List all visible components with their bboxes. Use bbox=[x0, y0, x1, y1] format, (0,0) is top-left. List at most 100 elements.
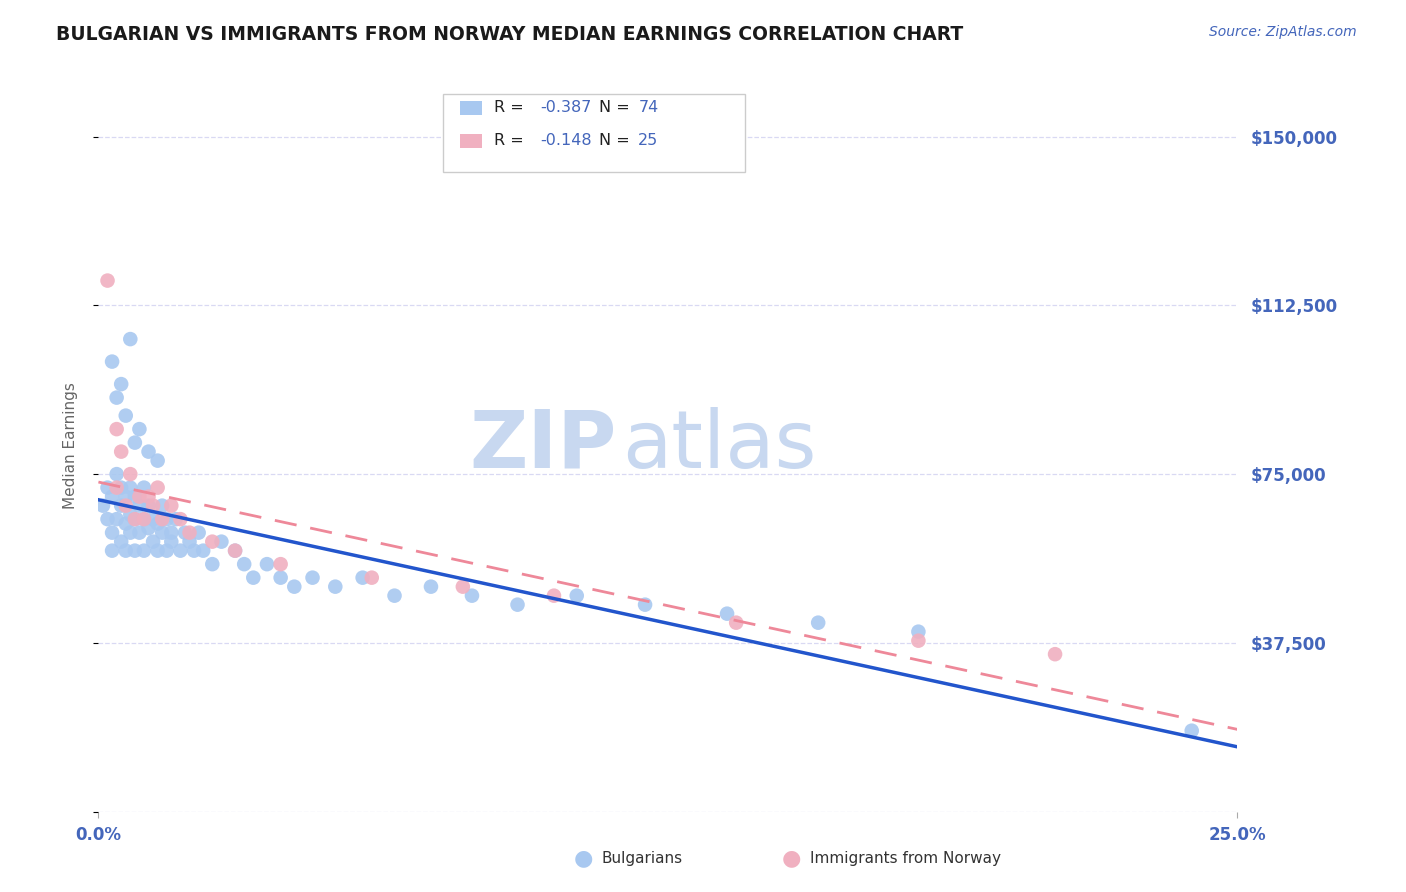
Point bbox=[209, 534, 232, 549]
Point bbox=[105, 512, 128, 526]
Point bbox=[128, 422, 150, 436]
Point bbox=[128, 525, 150, 540]
Point bbox=[120, 332, 142, 346]
Point bbox=[101, 354, 124, 368]
Point bbox=[114, 490, 136, 504]
Point bbox=[124, 435, 146, 450]
Point bbox=[725, 615, 748, 630]
Point bbox=[146, 453, 169, 467]
Point bbox=[110, 534, 132, 549]
Text: -0.387: -0.387 bbox=[540, 101, 592, 115]
Text: ●: ● bbox=[782, 848, 801, 868]
Text: Immigrants from Norway: Immigrants from Norway bbox=[810, 851, 1001, 865]
Point bbox=[96, 274, 118, 288]
Point bbox=[384, 589, 406, 603]
Point bbox=[101, 490, 124, 504]
Point bbox=[420, 580, 443, 594]
Text: R =: R = bbox=[494, 134, 529, 148]
Point bbox=[506, 598, 529, 612]
Point bbox=[256, 557, 278, 571]
Point bbox=[96, 512, 118, 526]
Point bbox=[132, 543, 155, 558]
Point bbox=[716, 607, 738, 621]
Point bbox=[179, 525, 201, 540]
Point bbox=[283, 580, 305, 594]
Point bbox=[907, 624, 929, 639]
Point bbox=[120, 525, 142, 540]
Text: N =: N = bbox=[599, 134, 636, 148]
Text: Source: ZipAtlas.com: Source: ZipAtlas.com bbox=[1209, 25, 1357, 39]
Point bbox=[132, 481, 155, 495]
Point bbox=[110, 481, 132, 495]
Point bbox=[101, 543, 124, 558]
Point bbox=[120, 508, 142, 522]
Point bbox=[150, 499, 173, 513]
Point bbox=[270, 557, 292, 571]
Text: ●: ● bbox=[574, 848, 593, 868]
Y-axis label: Median Earnings: Median Earnings bbox=[63, 383, 77, 509]
Point bbox=[124, 543, 146, 558]
Point bbox=[634, 598, 657, 612]
Point bbox=[146, 543, 169, 558]
Point bbox=[105, 422, 128, 436]
Point bbox=[174, 525, 197, 540]
Point bbox=[233, 557, 256, 571]
Point bbox=[543, 589, 565, 603]
Point bbox=[105, 467, 128, 482]
Point bbox=[142, 499, 165, 513]
Point bbox=[110, 499, 132, 513]
Point bbox=[150, 525, 173, 540]
Point bbox=[105, 391, 128, 405]
Point bbox=[156, 512, 179, 526]
Point bbox=[301, 571, 323, 585]
Point bbox=[105, 481, 128, 495]
Text: 25: 25 bbox=[638, 134, 658, 148]
Point bbox=[96, 481, 118, 495]
Point bbox=[270, 571, 292, 585]
Point bbox=[179, 534, 201, 549]
Point bbox=[160, 499, 183, 513]
Text: R =: R = bbox=[494, 101, 529, 115]
Point bbox=[565, 589, 588, 603]
Point bbox=[91, 499, 114, 513]
Point bbox=[132, 512, 155, 526]
Point bbox=[169, 543, 191, 558]
Point bbox=[146, 516, 169, 531]
Point bbox=[110, 444, 132, 458]
Point bbox=[193, 543, 215, 558]
Point bbox=[114, 499, 136, 513]
Point bbox=[110, 377, 132, 392]
Text: BULGARIAN VS IMMIGRANTS FROM NORWAY MEDIAN EARNINGS CORRELATION CHART: BULGARIAN VS IMMIGRANTS FROM NORWAY MEDI… bbox=[56, 25, 963, 44]
Point bbox=[142, 512, 165, 526]
Point bbox=[124, 512, 146, 526]
Text: N =: N = bbox=[599, 101, 636, 115]
Point bbox=[451, 580, 474, 594]
Point bbox=[461, 589, 484, 603]
Point bbox=[124, 512, 146, 526]
Point bbox=[201, 557, 224, 571]
Point bbox=[114, 516, 136, 531]
Point bbox=[146, 481, 169, 495]
Point bbox=[138, 521, 160, 535]
Point bbox=[120, 467, 142, 482]
Point bbox=[323, 580, 346, 594]
Point bbox=[1181, 723, 1204, 738]
Point bbox=[138, 499, 160, 513]
Text: Bulgarians: Bulgarians bbox=[602, 851, 683, 865]
Point bbox=[242, 571, 264, 585]
Point bbox=[160, 525, 183, 540]
Text: ZIP: ZIP bbox=[470, 407, 617, 485]
Point bbox=[128, 490, 150, 504]
Text: -0.148: -0.148 bbox=[540, 134, 592, 148]
Point bbox=[120, 481, 142, 495]
Point bbox=[138, 490, 160, 504]
Point bbox=[156, 543, 179, 558]
Point bbox=[224, 543, 246, 558]
Point bbox=[132, 512, 155, 526]
Point bbox=[124, 490, 146, 504]
Point bbox=[183, 543, 205, 558]
Point bbox=[142, 534, 165, 549]
Point bbox=[150, 512, 173, 526]
Point bbox=[224, 543, 246, 558]
Text: 74: 74 bbox=[638, 101, 658, 115]
